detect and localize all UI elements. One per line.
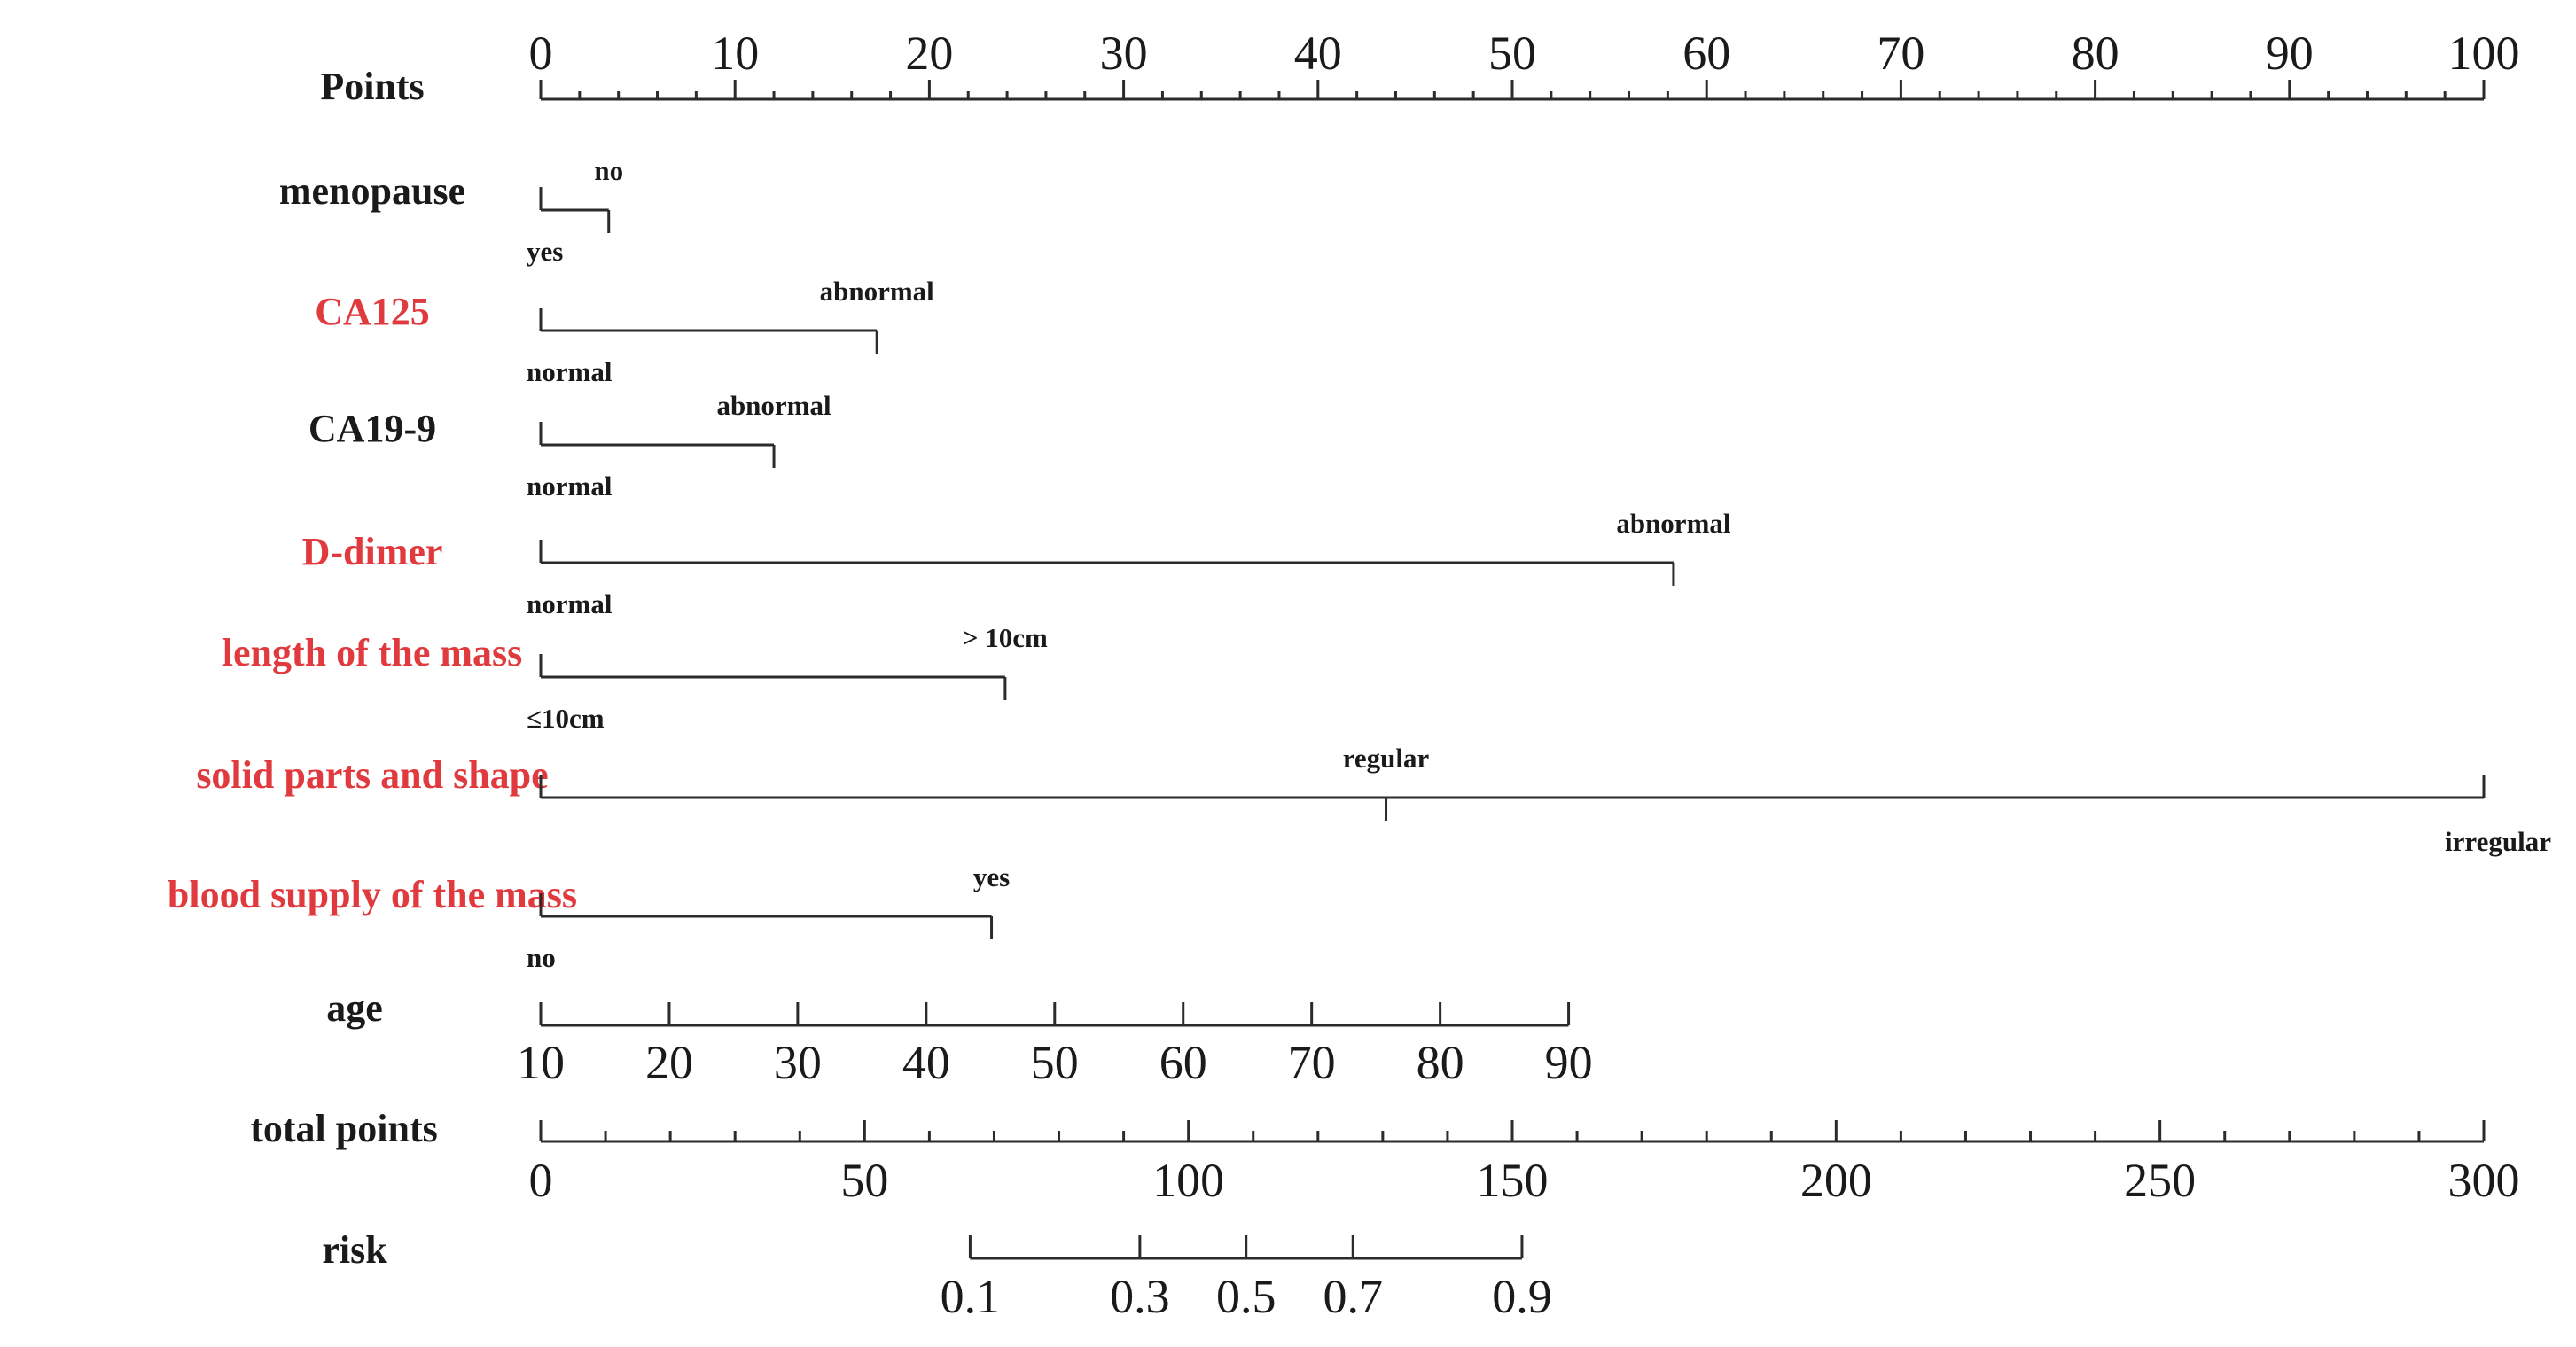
age-axis-tick-label: 70 xyxy=(1288,1036,1336,1089)
predictor-level-label: regular xyxy=(1343,743,1430,774)
predictor-label: CA19-9 xyxy=(308,407,436,450)
total-points-axis-tick-label: 250 xyxy=(2124,1154,2196,1207)
points-axis-tick-label: 80 xyxy=(2072,27,2119,80)
predictor-level-label: > 10cm xyxy=(963,622,1048,653)
risk-axis-tick-label: 0.1 xyxy=(941,1270,1001,1323)
points-axis-tick-label: 30 xyxy=(1100,27,1148,80)
predictor-label: blood supply of the mass xyxy=(168,873,577,916)
age-axis-label: age xyxy=(326,986,383,1030)
predictor-level-label: normal xyxy=(527,471,613,502)
age-axis-tick-label: 60 xyxy=(1159,1036,1207,1089)
predictor-level-label: abnormal xyxy=(1616,508,1731,539)
points-axis-tick-label: 40 xyxy=(1294,27,1342,80)
total-points-axis-tick-label: 100 xyxy=(1152,1154,1224,1207)
age-axis-tick-label: 30 xyxy=(774,1036,822,1089)
total-points-axis-tick-label: 300 xyxy=(2448,1154,2520,1207)
risk-axis-tick-label: 0.7 xyxy=(1323,1270,1384,1323)
risk-axis-label: risk xyxy=(322,1228,387,1272)
predictor-level-label: irregular xyxy=(2445,826,2551,857)
points-axis-tick-label: 0 xyxy=(529,27,553,80)
total-points-axis-tick-label: 0 xyxy=(529,1154,553,1207)
points-axis-tick-label: 50 xyxy=(1488,27,1536,80)
age-axis-tick-label: 40 xyxy=(902,1036,950,1089)
risk-axis-tick-label: 0.5 xyxy=(1216,1270,1276,1323)
predictor-level-label: yes xyxy=(973,861,1010,892)
points-axis-tick-label: 10 xyxy=(711,27,759,80)
predictor-label: menopause xyxy=(279,169,465,213)
age-axis-tick-label: 90 xyxy=(1545,1036,1593,1089)
predictor-label: solid parts and shape xyxy=(196,753,548,797)
predictor-level-label: abnormal xyxy=(820,276,935,307)
predictor-label: D-dimer xyxy=(302,530,443,573)
predictor-level-label: no xyxy=(594,155,623,186)
points-axis-tick-label: 90 xyxy=(2266,27,2314,80)
points-axis-tick-label: 100 xyxy=(2448,27,2520,80)
risk-axis-tick-label: 0.3 xyxy=(1110,1270,1170,1323)
total-points-axis-tick-label: 150 xyxy=(1477,1154,1549,1207)
total-points-axis-tick-label: 50 xyxy=(840,1154,888,1207)
risk-axis-tick-label: 0.9 xyxy=(1492,1270,1552,1323)
age-axis-tick-label: 80 xyxy=(1417,1036,1464,1089)
predictor-level-label: normal xyxy=(527,356,613,387)
points-axis-tick-label: 20 xyxy=(905,27,953,80)
age-axis-tick-label: 10 xyxy=(517,1036,565,1089)
points-axis-label: Points xyxy=(320,65,424,108)
points-axis-tick-label: 70 xyxy=(1877,27,1924,80)
age-axis-tick-label: 50 xyxy=(1031,1036,1079,1089)
predictor-level-label: abnormal xyxy=(716,390,831,421)
age-axis-tick-label: 20 xyxy=(645,1036,693,1089)
total-points-axis-label: total points xyxy=(250,1107,437,1150)
points-axis-tick-label: 60 xyxy=(1682,27,1730,80)
predictor-level-label: yes xyxy=(527,236,563,267)
total-points-axis-tick-label: 200 xyxy=(1800,1154,1872,1207)
predictor-label: length of the mass xyxy=(222,631,523,674)
predictor-label: CA125 xyxy=(315,290,430,333)
predictor-level-label: ≤10cm xyxy=(527,703,605,734)
predictor-level-label: normal xyxy=(527,588,613,619)
predictor-level-label: no xyxy=(527,942,556,973)
